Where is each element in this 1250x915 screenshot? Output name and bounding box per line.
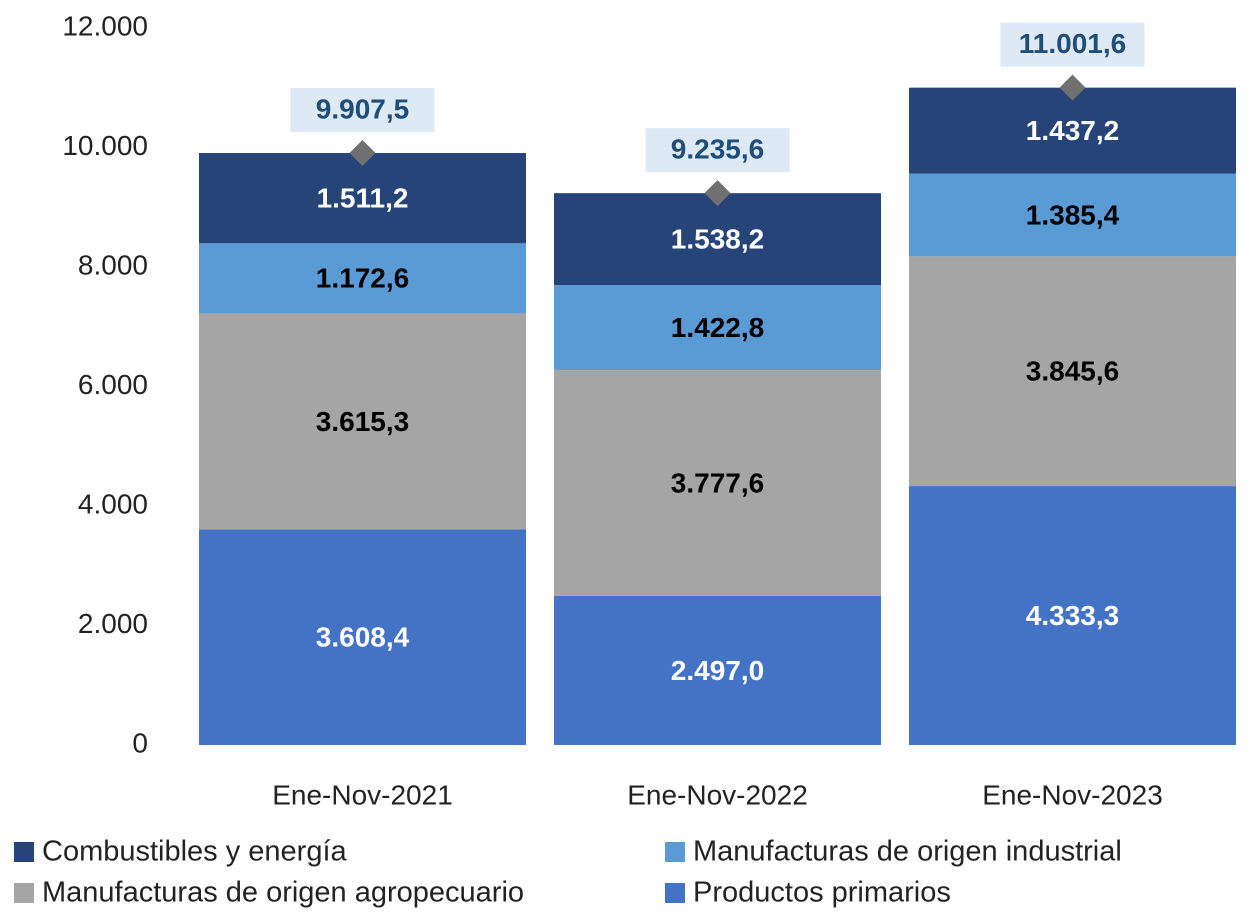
y-tick-label: 4.000 <box>78 488 148 519</box>
x-tick-label: Ene-Nov-2022 <box>627 779 808 810</box>
legend-swatch <box>665 842 685 862</box>
data-label: 4.333,3 <box>1026 600 1119 631</box>
bar-segment <box>554 285 881 371</box>
bar-segment <box>554 370 881 596</box>
y-tick-label: 8.000 <box>78 249 148 280</box>
bar-segment <box>199 153 526 244</box>
x-tick-label: Ene-Nov-2023 <box>982 779 1163 810</box>
bar-segment <box>909 87 1236 174</box>
total-marker <box>349 140 376 167</box>
total-label: 9.235,6 <box>671 134 764 165</box>
y-tick-label: 2.000 <box>78 608 148 639</box>
legend-label: Productos primarios <box>693 877 951 909</box>
data-label: 2.497,0 <box>671 655 764 686</box>
legend-label: Combustibles y energía <box>42 836 348 868</box>
total-label-box <box>290 88 435 133</box>
y-tick-label: 6.000 <box>78 369 148 400</box>
total-label: 9.907,5 <box>316 93 409 124</box>
data-label: 1.385,4 <box>1026 199 1120 230</box>
data-label: 3.608,4 <box>316 622 410 653</box>
bar-segment <box>199 529 526 745</box>
x-tick-label: Ene-Nov-2021 <box>272 779 453 810</box>
total-label: 11.001,6 <box>1019 28 1126 59</box>
total-marker <box>1059 74 1086 101</box>
y-tick-label: 12.000 <box>62 10 148 41</box>
legend-label: Manufacturas de origen agropecuario <box>42 877 524 909</box>
total-marker <box>704 180 731 207</box>
total-label-box <box>1000 22 1145 67</box>
data-label: 3.845,6 <box>1026 356 1119 387</box>
bar-segment <box>909 256 1236 487</box>
bar-segment <box>199 313 526 530</box>
data-label: 1.538,2 <box>671 224 764 255</box>
total-label-box <box>645 128 790 173</box>
data-label: 3.615,3 <box>316 406 409 437</box>
legend-label: Manufacturas de origen industrial <box>693 836 1122 868</box>
bar-segment <box>554 193 881 286</box>
legend-swatch <box>665 883 685 903</box>
bar-segment <box>554 595 881 745</box>
data-label: 3.777,6 <box>671 467 764 498</box>
data-label: 1.422,8 <box>671 312 764 343</box>
bar-segment <box>909 173 1236 257</box>
data-label: 1.511,2 <box>317 183 409 214</box>
legend-swatch <box>14 842 34 862</box>
data-label: 1.172,6 <box>316 263 409 294</box>
y-tick-label: 10.000 <box>62 130 148 161</box>
data-label: 1.437,2 <box>1026 115 1119 146</box>
bar-segment <box>909 486 1236 745</box>
legend-swatch <box>14 883 34 903</box>
bar-segment <box>199 243 526 314</box>
y-tick-label: 0 <box>132 727 148 758</box>
